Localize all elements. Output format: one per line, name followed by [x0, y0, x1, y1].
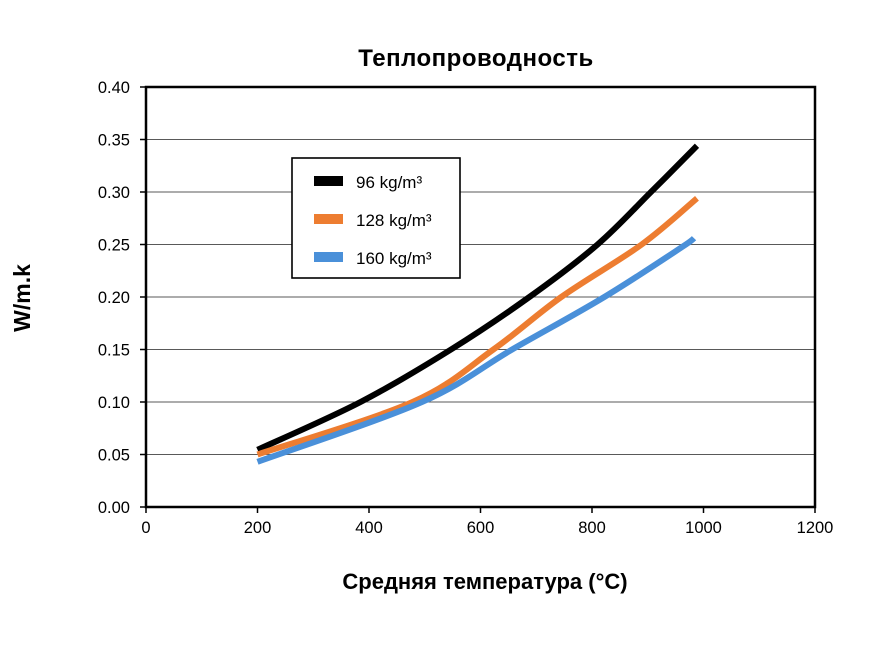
- svg-text:400: 400: [355, 519, 383, 537]
- svg-text:0.30: 0.30: [98, 184, 130, 202]
- svg-text:0.15: 0.15: [98, 342, 130, 360]
- svg-text:0.00: 0.00: [98, 499, 130, 517]
- svg-text:1200: 1200: [797, 519, 834, 537]
- svg-text:Средняя температура (°C): Средняя температура (°C): [342, 569, 627, 594]
- svg-text:200: 200: [244, 519, 272, 537]
- svg-text:Теплопроводность: Теплопроводность: [358, 45, 593, 72]
- svg-text:1000: 1000: [685, 519, 722, 537]
- svg-text:0.40: 0.40: [98, 79, 130, 97]
- svg-text:800: 800: [578, 519, 606, 537]
- svg-text:0.10: 0.10: [98, 394, 130, 412]
- svg-text:160 kg/m³: 160 kg/m³: [356, 249, 432, 268]
- svg-text:0.35: 0.35: [98, 132, 130, 150]
- svg-text:0.25: 0.25: [98, 237, 130, 255]
- svg-text:W/m.k: W/m.k: [9, 264, 35, 332]
- svg-text:600: 600: [467, 519, 495, 537]
- svg-text:0.05: 0.05: [98, 447, 130, 465]
- svg-text:0.20: 0.20: [98, 289, 130, 307]
- svg-text:0: 0: [141, 519, 150, 537]
- svg-text:96 kg/m³: 96 kg/m³: [356, 173, 422, 192]
- svg-text:128 kg/m³: 128 kg/m³: [356, 211, 432, 230]
